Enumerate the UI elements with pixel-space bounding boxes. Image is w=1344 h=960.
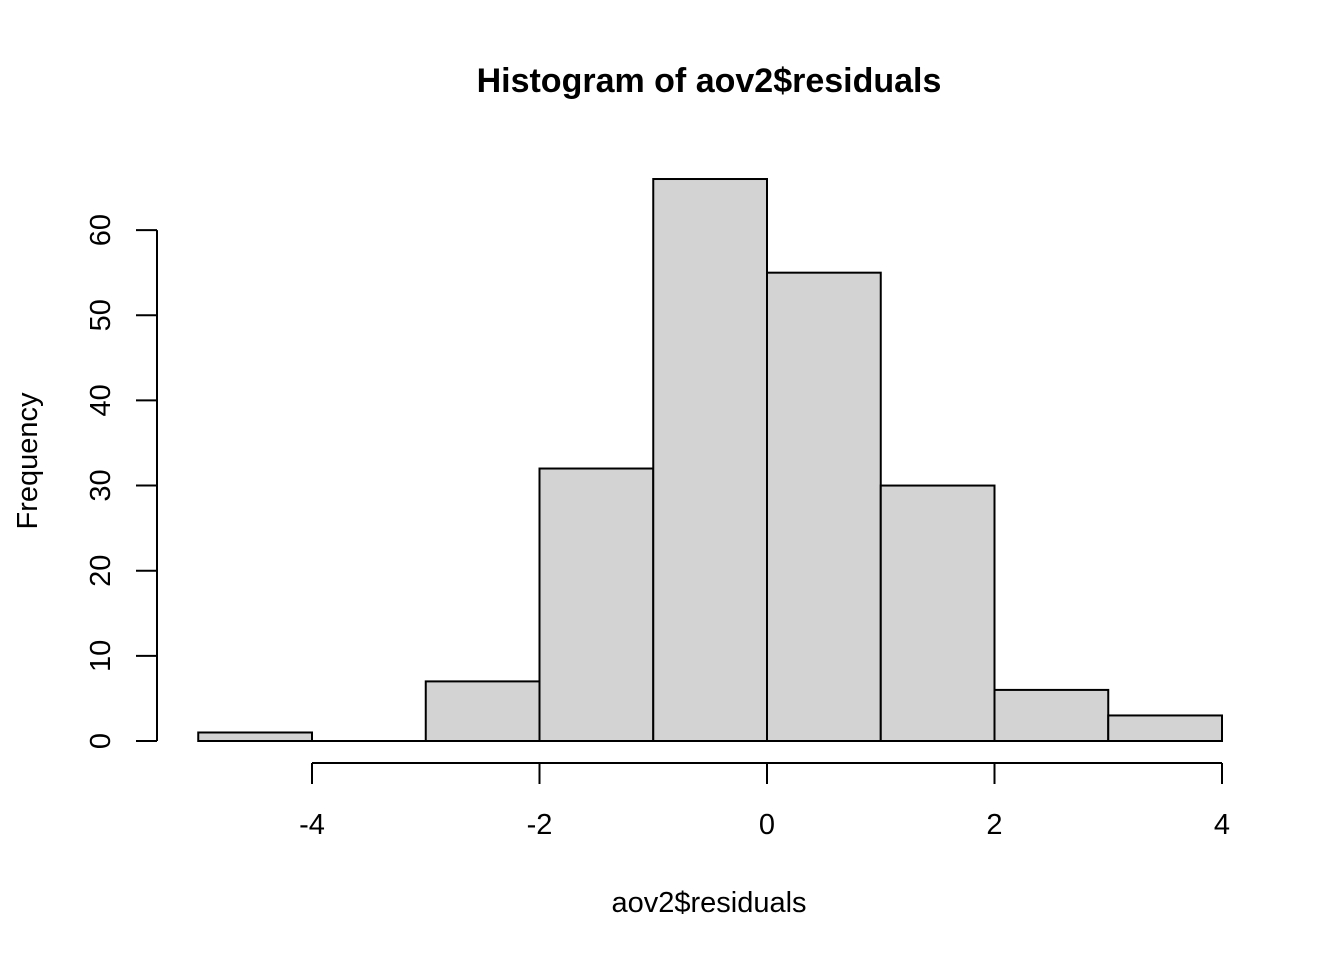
x-axis: -4 -2 0 2 4: [299, 762, 1230, 841]
histogram-bar: [652, 178, 768, 742]
y-axis: 0 10 20 30 40 50 60: [85, 214, 158, 749]
bars-group: [197, 178, 1223, 743]
y-tick-label: 60: [85, 214, 117, 246]
histogram-bar: [993, 688, 1110, 742]
y-tick-label: 40: [85, 384, 117, 416]
histogram-bar: [538, 467, 655, 742]
histogram-bar: [424, 680, 541, 743]
histogram-bar: [879, 484, 996, 742]
chart-title: Histogram of aov2$residuals: [477, 62, 942, 100]
y-tick-label: 20: [85, 555, 117, 587]
y-axis-label: Frequency: [12, 392, 44, 530]
x-tick-label: 4: [1214, 809, 1230, 841]
histogram-bar: [197, 731, 313, 742]
histogram-bar: [1107, 714, 1223, 743]
y-tick-label: 10: [85, 640, 117, 672]
y-tick-label: 0: [85, 733, 117, 749]
x-axis-label: aov2$residuals: [611, 887, 806, 919]
y-tick-label: 50: [85, 299, 117, 331]
x-tick-label: -4: [299, 809, 325, 841]
x-tick-label: 0: [759, 809, 775, 841]
histogram-bar: [766, 271, 882, 742]
x-tick-label: 2: [986, 809, 1002, 841]
y-tick-label: 30: [85, 469, 117, 501]
x-tick-label: -2: [527, 809, 553, 841]
